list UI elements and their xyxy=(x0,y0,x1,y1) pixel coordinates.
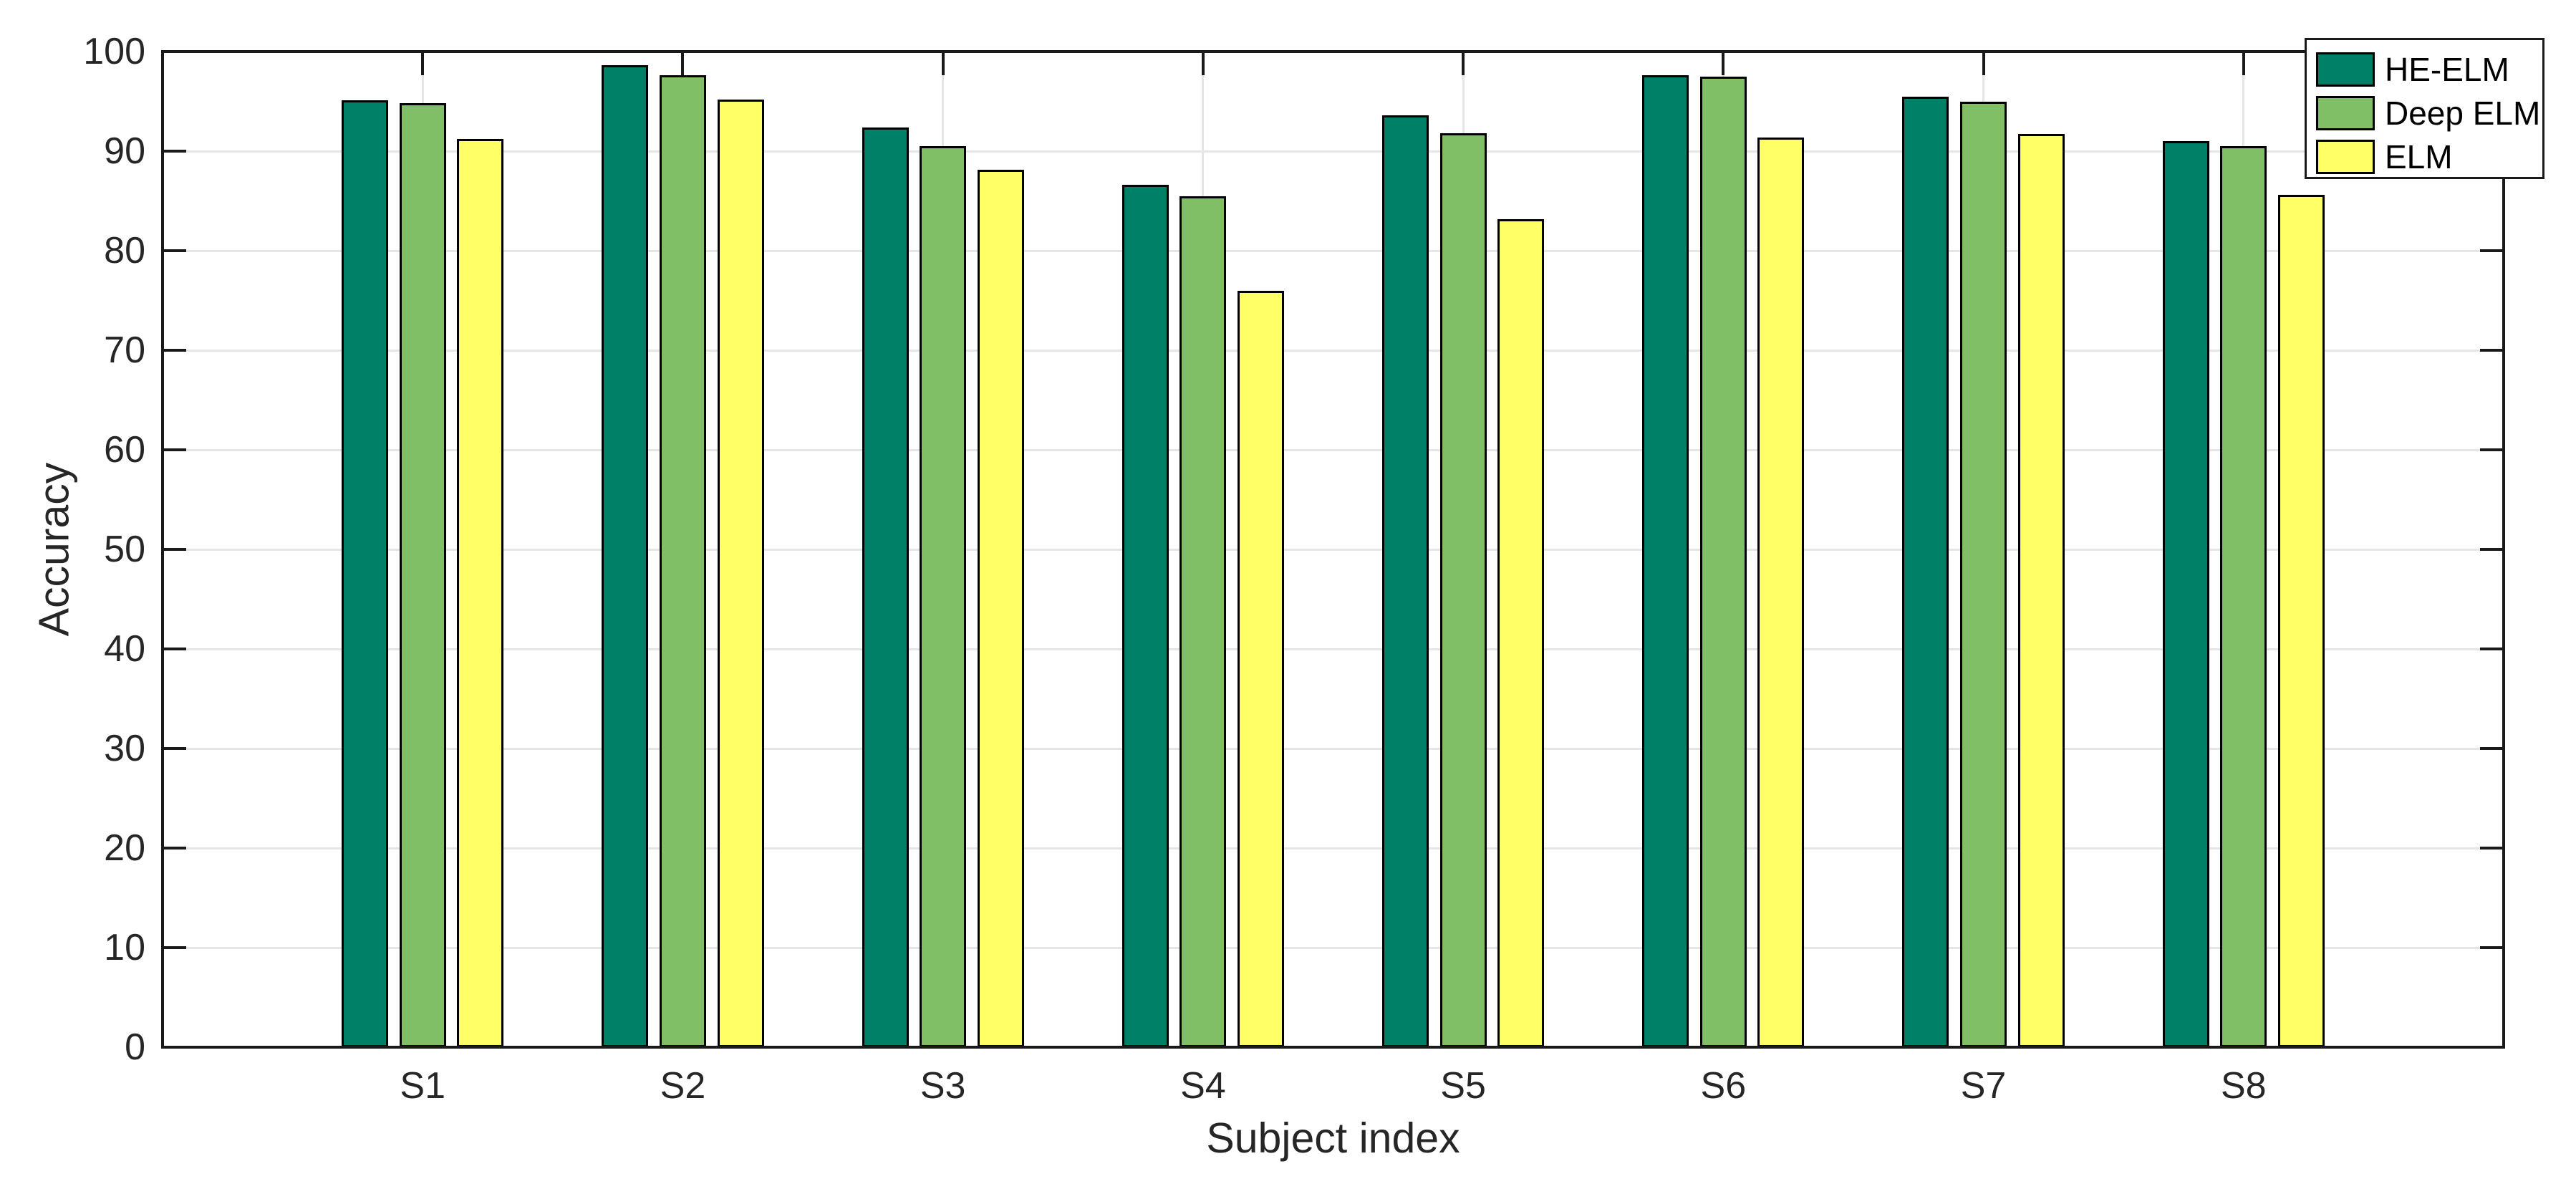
bar-he-elm xyxy=(862,127,909,1047)
y-tick-label: 10 xyxy=(104,927,145,968)
y-tick xyxy=(163,349,186,352)
h-gridline xyxy=(163,648,2504,650)
x-tick-top xyxy=(1462,52,1465,75)
y-tick-label: 70 xyxy=(104,329,145,371)
y-tick xyxy=(163,249,186,252)
h-gridline xyxy=(163,548,2504,551)
legend: HE-ELM Deep ELM ELM xyxy=(2305,38,2544,179)
y-tick-label: 40 xyxy=(104,628,145,670)
y-tick-right xyxy=(2480,847,2504,850)
legend-swatch-icon xyxy=(2316,52,2375,87)
x-tick-label: S5 xyxy=(1440,1065,1486,1107)
x-tick-top xyxy=(2242,52,2245,75)
y-tick xyxy=(163,448,186,451)
bar-elm xyxy=(2017,134,2065,1047)
x-tick-label: S3 xyxy=(920,1065,966,1107)
h-gridline xyxy=(163,448,2504,451)
bar-he-elm xyxy=(1121,185,1169,1047)
h-gridline xyxy=(163,946,2504,949)
legend-row: HE-ELM xyxy=(2316,49,2542,90)
y-tick-label: 60 xyxy=(104,429,145,471)
bar-he-elm xyxy=(1382,115,1429,1047)
legend-row: Deep ELM xyxy=(2316,92,2542,134)
legend-label: Deep ELM xyxy=(2385,95,2541,132)
legend-swatch-icon xyxy=(2316,96,2375,130)
y-tick-right xyxy=(2480,249,2504,252)
y-tick-right xyxy=(2480,448,2504,451)
x-tick-top xyxy=(421,52,425,75)
bar-he-elm xyxy=(342,100,389,1047)
x-tick-label: S4 xyxy=(1180,1065,1226,1107)
y-tick xyxy=(163,50,186,53)
y-tick xyxy=(163,747,186,750)
x-tick-top xyxy=(1982,52,1985,75)
y-tick-right xyxy=(2480,747,2504,750)
h-gridline xyxy=(163,249,2504,252)
y-tick-right xyxy=(2480,548,2504,551)
h-gridline xyxy=(163,349,2504,352)
y-tick-right xyxy=(2480,648,2504,650)
y-tick xyxy=(163,648,186,650)
bar-deep-elm xyxy=(1699,76,1747,1047)
x-tick-label: S2 xyxy=(660,1065,706,1107)
y-tick-label: 0 xyxy=(125,1026,145,1068)
y-tick xyxy=(163,847,186,850)
y-tick-right xyxy=(2480,946,2504,949)
bar-elm xyxy=(1237,290,1284,1047)
x-tick-top xyxy=(1201,52,1205,75)
y-tick-label: 30 xyxy=(104,728,145,769)
bar-deep-elm xyxy=(659,75,706,1047)
legend-swatch-icon xyxy=(2316,140,2375,174)
x-tick-top xyxy=(1722,52,1725,75)
bar-deep-elm xyxy=(399,103,446,1047)
bar-elm xyxy=(977,170,1024,1047)
bar-elm xyxy=(1757,137,1805,1047)
bar-elm xyxy=(717,99,764,1047)
y-tick xyxy=(163,150,186,153)
x-tick-top xyxy=(941,52,945,75)
y-tick-right xyxy=(2480,349,2504,352)
legend-row: ELM xyxy=(2316,136,2542,178)
bar-deep-elm xyxy=(1180,196,1227,1047)
bar-elm xyxy=(1497,218,1545,1047)
x-tick-label: S7 xyxy=(1960,1065,2007,1107)
x-tick-label: S1 xyxy=(400,1065,446,1107)
y-tick-label: 100 xyxy=(83,31,145,72)
bar-he-elm xyxy=(1642,75,1689,1047)
h-gridline xyxy=(163,150,2504,153)
x-tick-label: S6 xyxy=(1700,1065,1747,1107)
y-tick-label: 50 xyxy=(104,529,145,570)
y-tick xyxy=(163,1046,186,1049)
x-axis-label: Subject index xyxy=(1206,1115,1460,1162)
y-tick-label: 90 xyxy=(104,130,145,172)
bar-he-elm xyxy=(602,65,649,1047)
bar-deep-elm xyxy=(2220,146,2267,1047)
h-gridline xyxy=(163,847,2504,850)
y-tick xyxy=(163,946,186,949)
legend-label: HE-ELM xyxy=(2385,51,2509,88)
legend-label: ELM xyxy=(2385,138,2453,175)
y-tick-label: 80 xyxy=(104,230,145,271)
bar-he-elm xyxy=(1902,96,1949,1047)
bar-deep-elm xyxy=(1439,133,1487,1047)
h-gridline xyxy=(163,747,2504,750)
bar-deep-elm xyxy=(1960,101,2007,1047)
y-tick xyxy=(163,548,186,551)
y-tick-right xyxy=(2480,1046,2504,1049)
x-tick-top xyxy=(681,52,685,75)
bar-elm xyxy=(2277,195,2325,1047)
y-tick-label: 20 xyxy=(104,827,145,869)
x-tick-label: S8 xyxy=(2220,1065,2267,1107)
bar-he-elm xyxy=(2162,141,2209,1047)
bar-deep-elm xyxy=(920,146,967,1047)
bar-elm xyxy=(457,139,504,1047)
